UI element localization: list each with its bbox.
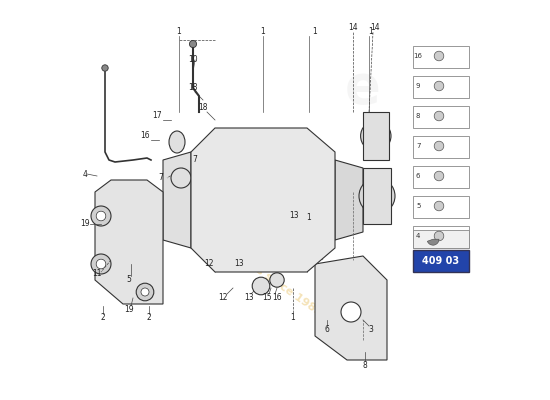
Circle shape (434, 171, 444, 181)
Text: 18: 18 (198, 104, 208, 112)
Text: 1: 1 (312, 28, 317, 36)
Polygon shape (163, 152, 191, 248)
Text: 12: 12 (218, 294, 228, 302)
Text: 4: 4 (82, 170, 87, 178)
Text: 17: 17 (152, 112, 162, 120)
Circle shape (434, 111, 444, 121)
Circle shape (102, 65, 108, 71)
Text: 2: 2 (101, 314, 106, 322)
Circle shape (434, 201, 444, 211)
Text: 15: 15 (262, 294, 272, 302)
Text: 6: 6 (324, 326, 329, 334)
Circle shape (189, 40, 196, 48)
Circle shape (243, 180, 283, 220)
Text: 16: 16 (140, 132, 150, 140)
Text: 8: 8 (416, 113, 420, 119)
Circle shape (359, 178, 395, 214)
Bar (413, 230, 469, 248)
Text: 4: 4 (416, 233, 420, 239)
Text: 14: 14 (370, 24, 380, 32)
Text: 5: 5 (416, 203, 420, 209)
Circle shape (141, 288, 149, 296)
Text: 1: 1 (177, 28, 182, 36)
Text: a passion for spare parts since 1985: a passion for spare parts since 1985 (131, 178, 323, 318)
Circle shape (290, 227, 300, 237)
Text: 2: 2 (147, 314, 151, 322)
Text: 13: 13 (244, 294, 254, 302)
Polygon shape (315, 256, 387, 360)
Circle shape (91, 254, 111, 274)
Text: 14: 14 (348, 24, 358, 32)
Text: 5: 5 (126, 276, 131, 284)
Bar (413, 250, 469, 272)
Circle shape (270, 273, 284, 287)
Text: 9: 9 (416, 83, 420, 89)
Circle shape (222, 163, 232, 173)
Circle shape (231, 168, 295, 232)
Text: 19: 19 (80, 220, 90, 228)
Text: 7: 7 (416, 143, 420, 149)
Text: 13: 13 (289, 212, 299, 220)
Circle shape (365, 184, 389, 208)
Circle shape (341, 302, 361, 322)
Circle shape (136, 283, 154, 301)
Polygon shape (191, 128, 335, 272)
Text: 6: 6 (416, 173, 420, 179)
Circle shape (434, 141, 444, 151)
Circle shape (222, 227, 232, 237)
Circle shape (434, 231, 444, 241)
Bar (363, 168, 391, 224)
Text: 7: 7 (158, 174, 163, 182)
Text: 409 03: 409 03 (422, 256, 460, 266)
Circle shape (171, 168, 191, 188)
Text: 1: 1 (307, 214, 311, 222)
Bar (413, 76, 469, 98)
Text: e: e (345, 62, 381, 114)
Circle shape (91, 206, 111, 226)
Circle shape (252, 277, 270, 295)
Circle shape (96, 211, 106, 221)
Bar (413, 46, 469, 68)
Text: 11: 11 (92, 270, 102, 278)
Text: 7: 7 (192, 156, 197, 164)
Bar (413, 106, 469, 128)
Circle shape (434, 81, 444, 91)
Text: 19: 19 (124, 306, 134, 314)
Text: 16: 16 (272, 294, 282, 302)
Circle shape (361, 121, 391, 151)
Text: 16: 16 (414, 53, 423, 59)
Bar (413, 226, 469, 248)
Text: 18: 18 (188, 84, 198, 92)
Text: 3: 3 (368, 326, 373, 334)
Text: 1: 1 (290, 314, 295, 322)
Text: 1: 1 (261, 28, 265, 36)
Circle shape (434, 51, 444, 61)
Polygon shape (335, 160, 363, 240)
Bar (363, 112, 389, 160)
Bar (413, 166, 469, 188)
Circle shape (96, 259, 106, 269)
Bar (413, 136, 469, 158)
Polygon shape (95, 180, 163, 304)
Text: 1: 1 (368, 28, 373, 36)
Bar (413, 196, 469, 218)
Wedge shape (427, 239, 439, 245)
Text: 10: 10 (188, 56, 198, 64)
Text: 13: 13 (234, 260, 244, 268)
Circle shape (290, 163, 300, 173)
Text: 8: 8 (362, 362, 367, 370)
Text: 12: 12 (204, 260, 214, 268)
Ellipse shape (169, 131, 185, 153)
